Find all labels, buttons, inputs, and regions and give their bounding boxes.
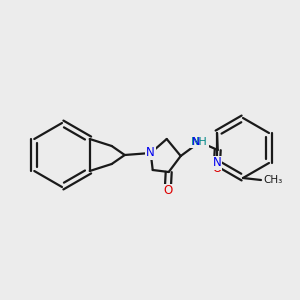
Text: O: O	[212, 161, 221, 175]
Text: N: N	[192, 137, 200, 147]
Text: N: N	[213, 157, 221, 169]
Text: N: N	[146, 146, 155, 160]
Text: CH₃: CH₃	[263, 175, 283, 185]
Text: O: O	[163, 184, 172, 197]
Text: NH: NH	[191, 137, 208, 147]
